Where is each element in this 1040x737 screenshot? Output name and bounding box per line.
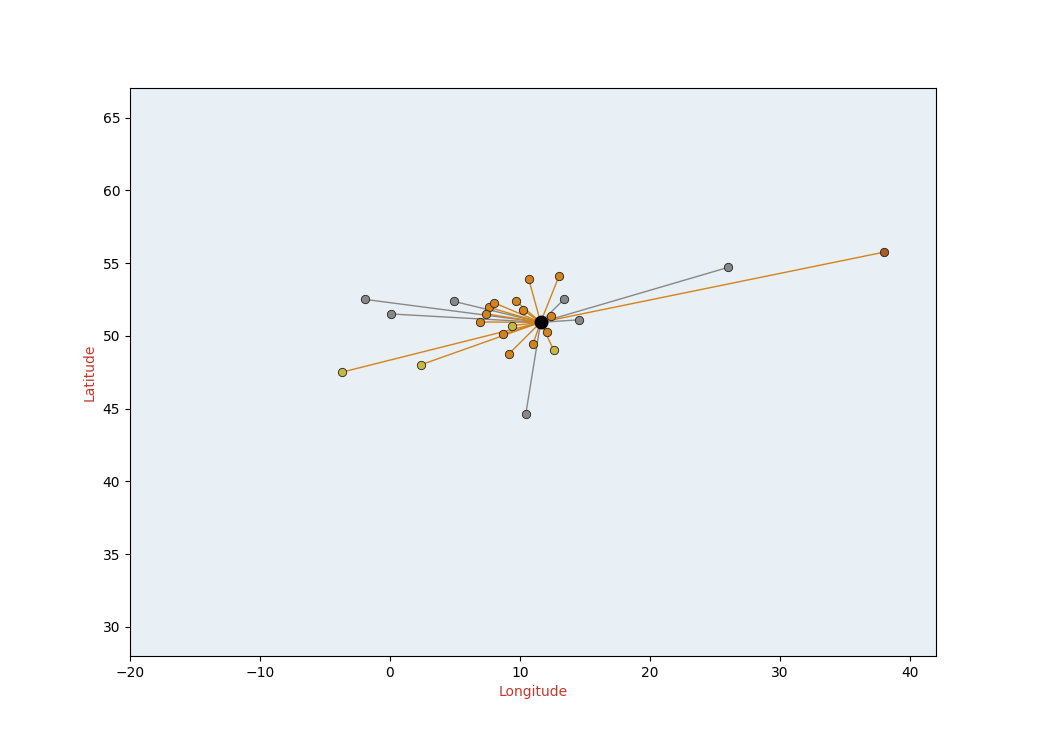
X-axis label: Longitude: Longitude [498,685,568,699]
Y-axis label: Latitude: Latitude [83,343,97,401]
